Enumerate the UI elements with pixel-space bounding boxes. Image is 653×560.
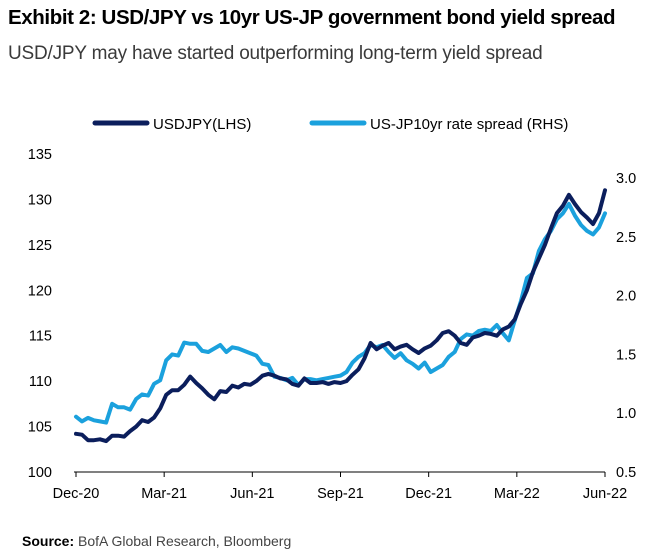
legend-label-usdjpy: USDJPY(LHS) — [153, 116, 251, 133]
x-tick-label: Mar-22 — [494, 486, 540, 502]
y-left-tick-label: 115 — [29, 329, 52, 345]
y-right-tick-label: 1.0 — [616, 406, 636, 422]
page-subtitle: USD/JPY may have started outperforming l… — [8, 43, 543, 64]
source-label: Source: — [22, 533, 75, 549]
y-right-tick-label: 2.0 — [616, 289, 636, 305]
chart-axes: Dec-20 Mar-21 Jun-21 Sep-21 Dec-21 Mar-22 Jun-… — [28, 147, 636, 502]
y-left-tick-label: 105 — [28, 420, 52, 436]
legend-label-spread: US-JP10yr rate spread (RHS) — [370, 116, 568, 133]
series-usdjpy-line — [74, 188, 607, 444]
x-tick-label: Dec-21 — [405, 486, 452, 502]
chart-lines — [74, 188, 607, 444]
source-text: BofA Global Research, Bloomberg — [78, 533, 292, 549]
y-right-tick-label: 3.0 — [616, 171, 636, 187]
y-left-tick-label: 130 — [28, 192, 52, 208]
y-left-tick-label: 135 — [28, 147, 52, 163]
x-tick-label: Dec-20 — [53, 486, 100, 502]
x-tick-label: Jun-21 — [230, 486, 274, 502]
y-left-tick-label: 125 — [28, 238, 52, 254]
y-left-tick-label: 120 — [28, 283, 52, 299]
source-note: Source: BofA Global Research, Bloomberg — [22, 533, 291, 549]
y-right-tick-label: 1.5 — [616, 347, 636, 363]
series-spread-line — [74, 201, 607, 425]
y-left-tick-label: 100 — [28, 465, 52, 481]
x-tick-label: Mar-21 — [141, 486, 187, 502]
y-right-tick-label: 2.5 — [616, 230, 636, 246]
x-tick-label: Sep-21 — [317, 486, 364, 502]
y-right-tick-label: 0.5 — [616, 465, 636, 481]
page-title: Exhibit 2: USD/JPY vs 10yr US-JP governm… — [8, 6, 616, 29]
chart-legend: USDJPY(LHS) US-JP10yr rate spread (RHS) — [92, 116, 568, 133]
y-left-tick-label: 110 — [29, 374, 52, 390]
x-tick-label: Jun-22 — [583, 486, 627, 502]
